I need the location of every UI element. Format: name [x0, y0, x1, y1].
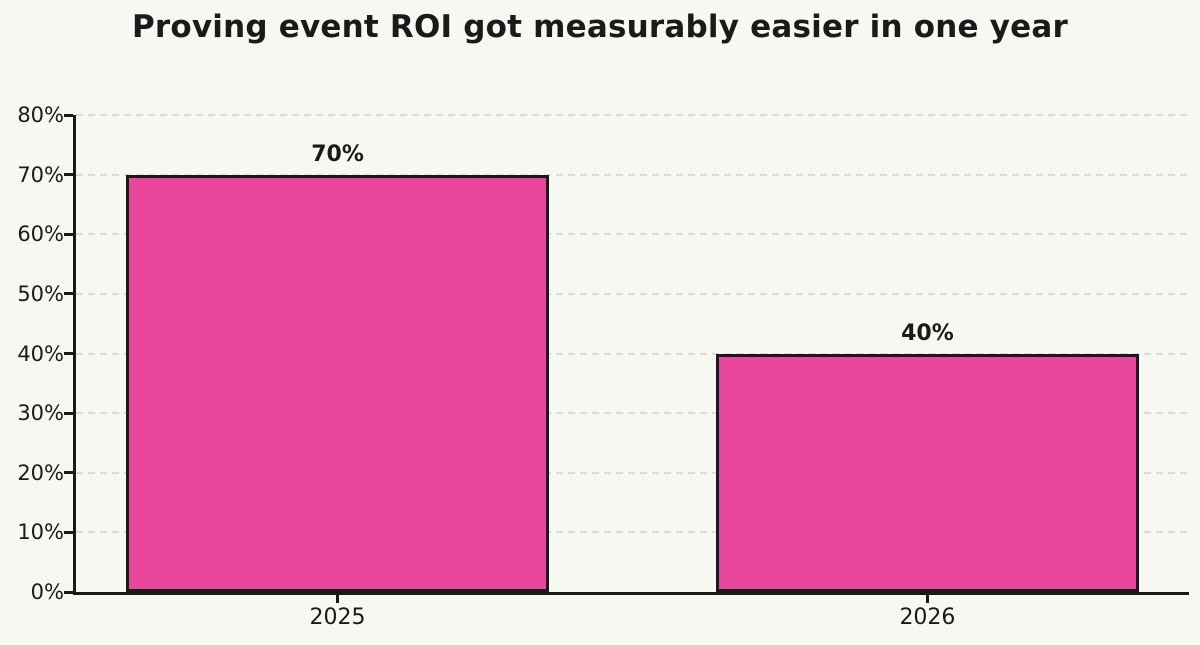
y-axis-tick-label: 40% [17, 341, 64, 366]
chart-title: Proving event ROI got measurably easier … [131, 9, 1068, 45]
x-axis-tick-label: 2025 [309, 605, 366, 630]
y-axis-tick-label: 80% [17, 103, 64, 127]
y-axis-tick [64, 232, 73, 236]
y-axis-tick [64, 113, 73, 117]
x-axis-tick [925, 595, 929, 603]
y-axis-tick-label: 60% [17, 222, 64, 247]
x-axis-tick [336, 595, 340, 603]
y-axis-tick [64, 530, 73, 534]
y-axis-tick [64, 471, 73, 475]
y-axis-tick-label: 70% [17, 162, 64, 187]
y-axis-tick-label: 0% [30, 580, 64, 604]
y-axis-tick-label: 30% [17, 401, 64, 426]
y-axis-tick-label: 50% [17, 281, 64, 306]
y-axis-tick-label: 10% [17, 520, 64, 545]
y-axis-tick [64, 173, 73, 177]
bar-value-label: 40% [901, 320, 954, 346]
y-axis-tick [64, 411, 73, 415]
x-axis-tick-label: 2026 [899, 605, 956, 630]
bar-2025 [126, 174, 549, 592]
y-axis-tick [64, 292, 73, 296]
y-axis-tick [64, 590, 73, 594]
gridline [76, 114, 1189, 116]
y-axis-tick-label: 20% [17, 460, 64, 485]
bar-value-label: 70% [311, 141, 364, 167]
bar-2026 [716, 353, 1139, 592]
plot-area: 0% 10% 20% 30% 40% 50% 60% 70% 80% 70% 2025 40% 2026 [17, 103, 1189, 630]
y-axis-tick [64, 352, 73, 355]
